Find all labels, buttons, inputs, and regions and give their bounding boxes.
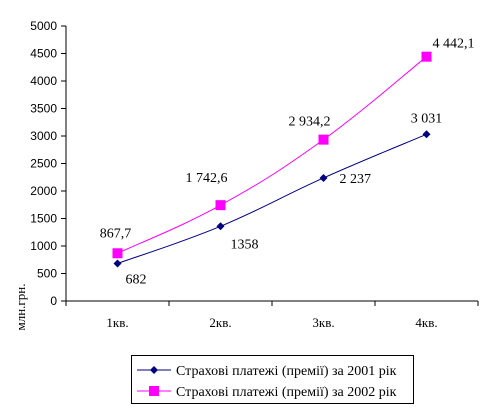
series-2002-marker — [318, 134, 329, 145]
y-tick-label: 3000 — [30, 129, 57, 143]
y-tick-label: 1000 — [30, 239, 57, 253]
y-tick-label: 4000 — [30, 74, 57, 88]
series-2002-marker — [421, 51, 432, 62]
series-2001-data-label: 2 237 — [340, 172, 372, 187]
series-2001-data-label: 682 — [126, 272, 147, 287]
series-2002-data-label: 4 442,1 — [433, 37, 475, 52]
series-2001-data-label: 1358 — [231, 237, 259, 252]
legend-2001-label: Страхові платежі (премії) за 2001 рік — [176, 364, 397, 379]
series-2001-marker — [319, 173, 328, 182]
series-2001-line — [117, 133, 427, 264]
series-2002-data-label: 1 742,6 — [186, 171, 228, 186]
series-2001-marker — [216, 222, 225, 231]
series-2001-data-label: 3 031 — [411, 111, 443, 126]
series-2001-marker — [113, 259, 122, 268]
series-2002-marker — [215, 200, 226, 211]
y-tick-label: 0 — [50, 294, 57, 308]
series-2002-line — [117, 56, 427, 254]
x-tick-label: 1кв. — [106, 315, 128, 330]
legend-2001-marker — [150, 366, 158, 374]
y-tick-label: 5000 — [30, 19, 57, 33]
legend-box — [131, 355, 414, 404]
y-tick-label: 1500 — [30, 212, 57, 226]
series-2001-marker — [422, 130, 431, 139]
x-tick-label: 4кв. — [415, 315, 437, 330]
y-tick-label: 2500 — [30, 157, 57, 171]
series-2002-marker — [112, 248, 123, 259]
legend-2002-label: Страхові платежі (премії) за 2002 рік — [176, 385, 397, 400]
y-tick-label: 4500 — [30, 47, 57, 61]
y-tick-label: 2000 — [30, 184, 57, 198]
y-tick-label: 500 — [37, 267, 57, 281]
series-2002-data-label: 867,7 — [100, 226, 132, 241]
y-axis-title: млн.грн. — [13, 284, 28, 331]
legend-2002-marker — [149, 386, 159, 396]
series-2002-data-label: 2 934,2 — [289, 115, 331, 130]
y-tick-label: 3500 — [30, 102, 57, 116]
x-tick-label: 2кв. — [209, 315, 231, 330]
x-tick-label: 3кв. — [312, 315, 334, 330]
